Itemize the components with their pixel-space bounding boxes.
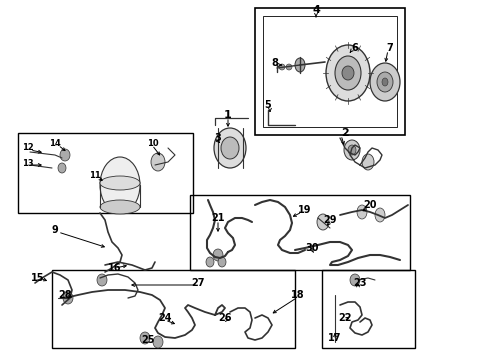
Text: 9: 9 — [51, 225, 58, 235]
Ellipse shape — [97, 274, 107, 286]
Ellipse shape — [348, 145, 356, 155]
Ellipse shape — [317, 214, 329, 230]
Text: 28: 28 — [58, 290, 72, 300]
Bar — [18, 133, 193, 213]
Ellipse shape — [344, 140, 360, 160]
Ellipse shape — [151, 153, 165, 171]
Bar — [52, 270, 295, 348]
Ellipse shape — [213, 249, 223, 261]
Ellipse shape — [382, 78, 388, 86]
Ellipse shape — [286, 64, 292, 70]
Text: 6: 6 — [352, 43, 358, 53]
Ellipse shape — [295, 58, 305, 72]
Ellipse shape — [100, 200, 140, 214]
Ellipse shape — [326, 45, 370, 101]
Ellipse shape — [214, 128, 246, 168]
Text: 27: 27 — [191, 278, 205, 288]
Text: 12: 12 — [22, 144, 34, 153]
Bar — [322, 270, 415, 348]
Text: 2: 2 — [341, 128, 349, 138]
Bar — [263, 16, 397, 127]
Text: 19: 19 — [298, 205, 312, 215]
Ellipse shape — [279, 64, 285, 70]
Ellipse shape — [362, 154, 374, 170]
Text: 14: 14 — [49, 139, 61, 148]
Text: 20: 20 — [363, 200, 377, 210]
Text: 17: 17 — [328, 333, 342, 343]
Ellipse shape — [335, 56, 361, 90]
Text: 5: 5 — [265, 100, 271, 110]
Ellipse shape — [375, 208, 385, 222]
Ellipse shape — [58, 163, 66, 173]
Text: 11: 11 — [89, 171, 101, 180]
Text: 22: 22 — [338, 313, 352, 323]
Bar — [190, 195, 410, 270]
Ellipse shape — [218, 257, 226, 267]
Ellipse shape — [357, 205, 367, 219]
Text: 30: 30 — [305, 243, 319, 253]
Text: 4: 4 — [312, 5, 320, 15]
Ellipse shape — [63, 292, 73, 304]
Bar — [255, 8, 405, 135]
Ellipse shape — [100, 157, 140, 213]
Text: 26: 26 — [218, 313, 232, 323]
Text: 16: 16 — [108, 263, 122, 273]
Text: 3: 3 — [215, 133, 221, 143]
Ellipse shape — [342, 66, 354, 80]
Ellipse shape — [350, 274, 360, 286]
Ellipse shape — [221, 137, 239, 159]
Ellipse shape — [370, 63, 400, 101]
Text: 25: 25 — [141, 335, 155, 345]
Ellipse shape — [377, 72, 393, 92]
Text: 7: 7 — [387, 43, 393, 53]
Text: 15: 15 — [31, 273, 45, 283]
Text: 1: 1 — [224, 110, 232, 120]
Ellipse shape — [153, 336, 163, 348]
Text: 18: 18 — [291, 290, 305, 300]
Ellipse shape — [100, 176, 140, 190]
Text: 10: 10 — [147, 139, 159, 148]
Text: 29: 29 — [323, 215, 337, 225]
Text: 23: 23 — [353, 278, 367, 288]
Ellipse shape — [140, 332, 150, 344]
Text: 24: 24 — [158, 313, 172, 323]
Text: 8: 8 — [271, 58, 278, 68]
Text: 21: 21 — [211, 213, 225, 223]
Ellipse shape — [60, 149, 70, 161]
Ellipse shape — [206, 257, 214, 267]
Text: 13: 13 — [22, 158, 34, 167]
